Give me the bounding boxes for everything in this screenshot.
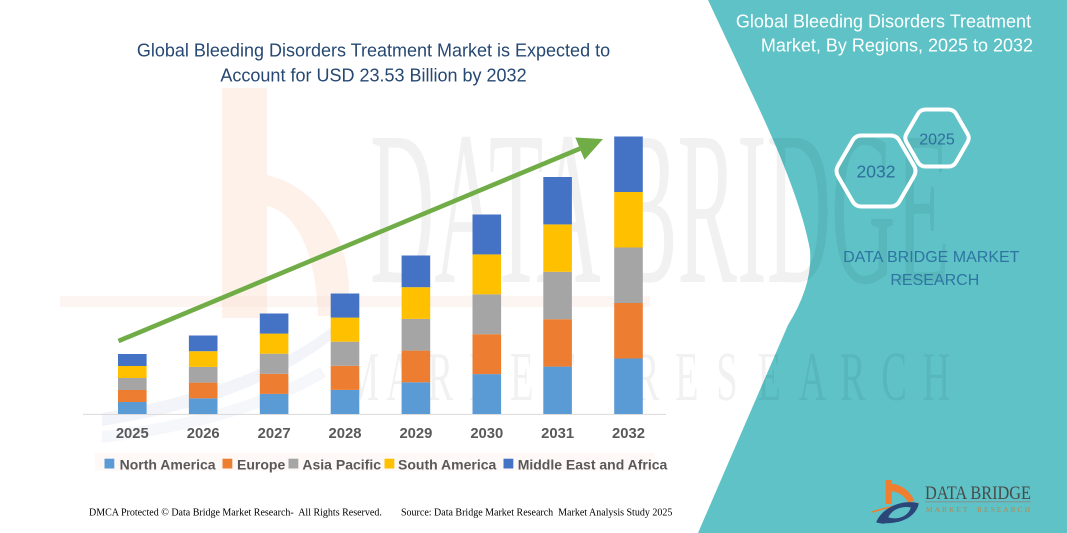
svg-text:MARKET RESEARCH: MARKET RESEARCH — [926, 505, 1031, 514]
svg-text:2025: 2025 — [116, 426, 149, 442]
svg-text:Global Bleeding Disorders Trea: Global Bleeding Disorders Treatment Mark… — [137, 41, 610, 61]
svg-text:2025: 2025 — [919, 132, 955, 149]
svg-text:2026: 2026 — [187, 426, 220, 442]
svg-text:MARKET RESEARCH: MARKET RESEARCH — [345, 339, 950, 416]
svg-text:Europe: Europe — [237, 457, 285, 473]
svg-text:2027: 2027 — [258, 426, 291, 442]
svg-text:2031: 2031 — [541, 426, 574, 442]
svg-text:Account for USD 23.53 Billion: Account for USD 23.53 Billion by 2032 — [220, 66, 526, 86]
svg-text:2032: 2032 — [612, 426, 645, 442]
svg-text:Market, By Regions, 2025 to 20: Market, By Regions, 2025 to 2032 — [761, 36, 1033, 56]
svg-text:DATA BRIDGE: DATA BRIDGE — [925, 483, 1031, 504]
svg-text:DATA BRIDGE: DATA BRIDGE — [370, 86, 950, 330]
svg-text:2029: 2029 — [399, 426, 432, 442]
svg-text:Global Bleeding Disorders Trea: Global Bleeding Disorders Treatment — [736, 12, 1031, 32]
svg-text:North America: North America — [120, 457, 216, 473]
svg-text:RESEARCH: RESEARCH — [890, 272, 979, 289]
svg-text:2028: 2028 — [329, 426, 362, 442]
svg-text:Source: Data Bridge Market Res: Source: Data Bridge Market Research Mark… — [401, 507, 672, 518]
svg-text:Asia Pacific: Asia Pacific — [302, 457, 381, 473]
svg-text:DMCA Protected © Data Bridge M: DMCA Protected © Data Bridge Market Rese… — [89, 507, 382, 518]
svg-text:DATA BRIDGE MARKET: DATA BRIDGE MARKET — [843, 249, 1020, 266]
svg-text:2032: 2032 — [857, 162, 896, 182]
svg-text:South America: South America — [398, 457, 496, 473]
svg-text:Middle East and Africa: Middle East and Africa — [518, 457, 668, 473]
svg-text:2030: 2030 — [470, 426, 503, 442]
